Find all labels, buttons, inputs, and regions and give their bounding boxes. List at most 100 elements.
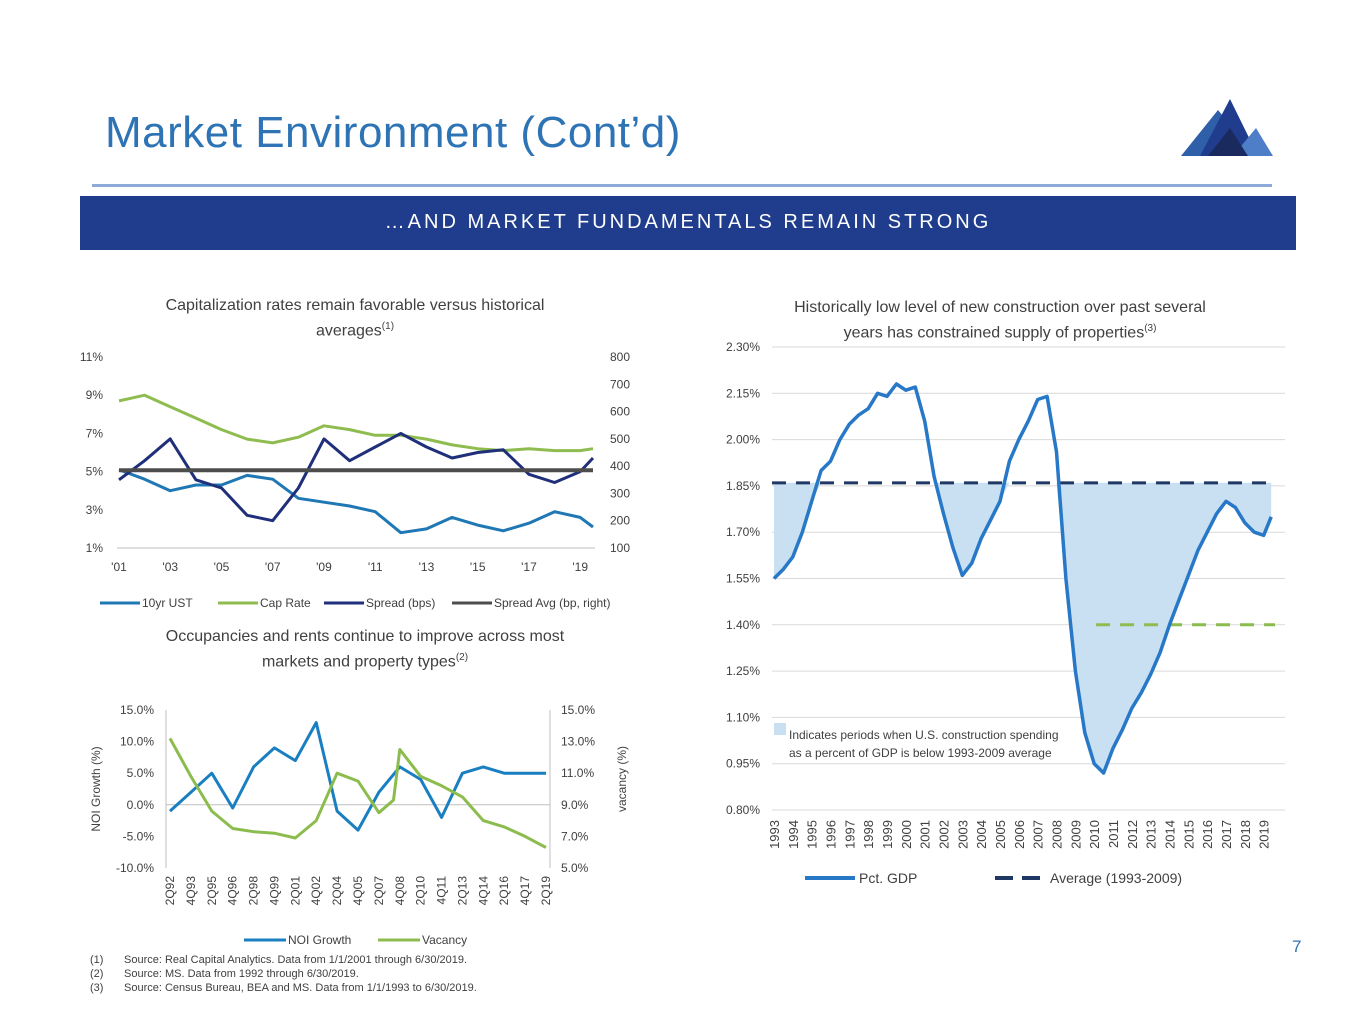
annotation-line2: as a percent of GDP is below 1993-2009 a… bbox=[789, 746, 1052, 760]
annotation-line1: Indicates periods when U.S. construction… bbox=[789, 728, 1059, 742]
x-tick-label: '19 bbox=[572, 560, 588, 574]
y-right-tick-label: 500 bbox=[610, 432, 630, 446]
x-tick-label: 1999 bbox=[880, 820, 895, 849]
x-tick-label: 2Q95 bbox=[205, 876, 219, 906]
construction-title-line2: years has constrained supply of properti… bbox=[843, 324, 1145, 342]
series-line-cap-rate bbox=[118, 393, 594, 453]
y-left-tick-label: -5.0% bbox=[123, 829, 155, 843]
x-tick-label: 4Q08 bbox=[393, 876, 407, 906]
x-tick-label: 4Q93 bbox=[184, 876, 198, 906]
cap-rates-chart: 11% 9% 7% 5% 3% 1% 800 700 600 500 400 300 200 100 '01… bbox=[80, 350, 630, 610]
y-right-axis-title: vacancy (%) bbox=[615, 746, 629, 812]
x-tick-label: 2Q01 bbox=[288, 876, 302, 906]
occupancy-title-line1: Occupancies and rents continue to improv… bbox=[165, 628, 565, 645]
footnote-3: (3) Source: Census Bureau, BEA and MS. Da… bbox=[90, 982, 477, 994]
occupancy-title-line2: markets and property types bbox=[261, 653, 456, 671]
noi-vacancy-chart: 15.0% 10.0% 5.0% 0.0% -5.0% -10.0% 15.0% 13.0% 1… bbox=[89, 703, 629, 947]
x-tick-label: 2007 bbox=[1031, 820, 1046, 849]
y-right-tick-label: 5.0% bbox=[561, 861, 589, 875]
x-tick-label: 4Q05 bbox=[351, 876, 365, 906]
x-tick-label: '01 bbox=[111, 560, 127, 574]
banner-text: …AND MARKET FUNDAMENTALS REMAIN STRONG bbox=[384, 211, 992, 233]
x-tick-label: 2Q04 bbox=[330, 876, 344, 906]
x-tick-label: '11 bbox=[368, 560, 383, 574]
footnote-1: (1) Source: Real Capital Analytics. Data … bbox=[90, 954, 468, 966]
x-tick-label: 2Q10 bbox=[414, 876, 428, 906]
y-tick-label: 2.15% bbox=[726, 386, 760, 400]
x-tick-label: 4Q17 bbox=[518, 876, 532, 906]
construction-panel-title: Historically low level of new constructi… bbox=[740, 297, 1260, 343]
y-left-tick-label: 3% bbox=[86, 503, 104, 517]
legend-label: Cap Rate bbox=[260, 596, 311, 610]
x-tick-label: 4Q96 bbox=[226, 876, 240, 906]
legend-label: Vacancy bbox=[422, 933, 467, 947]
y-tick-label: 2.30% bbox=[726, 340, 760, 354]
y-tick-label: 2.00% bbox=[726, 433, 760, 447]
footnote-ref: (2) bbox=[455, 652, 469, 663]
below-average-area bbox=[774, 482, 1272, 773]
y-left-tick-label: 9% bbox=[86, 388, 104, 402]
construction-gdp-chart: 2.30% 2.15% 2.00% 1.85% 1.70% 1.55% 1.40% 1.25%… bbox=[726, 340, 1285, 886]
x-tick-label: 1995 bbox=[805, 820, 820, 849]
y-tick-label: 1.85% bbox=[726, 479, 760, 493]
x-tick-label: 2015 bbox=[1181, 820, 1196, 849]
x-tick-label: '17 bbox=[521, 560, 537, 574]
cap-rates-title-line1: Capitalization rates remain favorable ve… bbox=[165, 297, 545, 314]
y-left-tick-label: 0.0% bbox=[127, 798, 155, 812]
cap-rates-panel-title: Capitalization rates remain favorable ve… bbox=[105, 295, 605, 341]
y-left-tick-label: 5% bbox=[86, 465, 104, 479]
x-tick-label: 2018 bbox=[1238, 820, 1253, 849]
x-tick-label: 4Q11 bbox=[435, 876, 449, 905]
y-left-tick-label: 15.0% bbox=[120, 703, 154, 717]
x-tick-label: 2Q13 bbox=[455, 876, 469, 906]
section-banner: …AND MARKET FUNDAMENTALS REMAIN STRONG bbox=[80, 196, 1296, 250]
y-tick-label: 1.25% bbox=[726, 664, 760, 678]
x-tick-label: 2Q19 bbox=[539, 876, 553, 906]
x-tick-label: 2004 bbox=[974, 820, 989, 849]
x-tick-label: 2003 bbox=[955, 820, 970, 849]
x-tick-label: '07 bbox=[265, 560, 281, 574]
y-left-tick-label: 11% bbox=[80, 350, 103, 364]
y-left-tick-label: 5.0% bbox=[127, 766, 155, 780]
x-tick-label: 2011 bbox=[1106, 820, 1121, 848]
x-tick-label: '13 bbox=[419, 560, 435, 574]
legend-label: NOI Growth bbox=[288, 933, 351, 947]
occupancy-panel-title: Occupancies and rents continue to improv… bbox=[105, 626, 625, 672]
y-left-tick-label: 7% bbox=[86, 426, 104, 440]
x-tick-label: '05 bbox=[214, 560, 230, 574]
y-right-tick-label: 600 bbox=[610, 405, 630, 419]
footnote-2: (2) Source: MS. Data from 1992 through 6/… bbox=[90, 968, 359, 980]
x-tick-label: 2005 bbox=[993, 820, 1008, 849]
x-tick-label: 2017 bbox=[1219, 820, 1234, 849]
legend-label: Spread (bps) bbox=[366, 596, 435, 610]
y-right-tick-label: 800 bbox=[610, 350, 630, 364]
x-tick-label: 4Q02 bbox=[309, 876, 323, 906]
y-right-tick-label: 15.0% bbox=[561, 703, 595, 717]
x-tick-label: 2Q92 bbox=[163, 876, 177, 906]
footnote-ref: (1) bbox=[381, 321, 395, 332]
x-tick-label: 2019 bbox=[1257, 820, 1272, 849]
y-right-tick-label: 9.0% bbox=[561, 798, 589, 812]
x-tick-label: 4Q14 bbox=[476, 876, 490, 906]
y-right-tick-label: 100 bbox=[610, 541, 630, 555]
y-tick-label: 1.55% bbox=[726, 572, 760, 586]
y-right-tick-label: 400 bbox=[610, 459, 630, 473]
x-tick-label: 2016 bbox=[1200, 820, 1215, 849]
page-number: 7 bbox=[1292, 937, 1302, 956]
x-tick-label: 2000 bbox=[899, 820, 914, 849]
y-tick-label: 1.40% bbox=[726, 618, 760, 632]
x-tick-label: 1996 bbox=[824, 820, 839, 849]
y-tick-label: 0.95% bbox=[726, 757, 760, 771]
x-tick-label: 2009 bbox=[1068, 820, 1083, 849]
series-line-10yr-ust bbox=[118, 468, 594, 535]
x-tick-label: 2008 bbox=[1050, 820, 1065, 849]
y-right-tick-label: 700 bbox=[610, 377, 630, 391]
series-line-vacancy bbox=[168, 737, 547, 849]
legend-label: 10yr UST bbox=[142, 596, 193, 610]
y-right-tick-label: 300 bbox=[610, 486, 630, 500]
y-right-tick-label: 200 bbox=[610, 514, 630, 528]
y-right-tick-label: 13.0% bbox=[561, 735, 595, 749]
y-left-tick-label: -10.0% bbox=[116, 861, 154, 875]
x-tick-label: '03 bbox=[162, 560, 178, 574]
y-left-tick-label: 10.0% bbox=[120, 735, 154, 749]
